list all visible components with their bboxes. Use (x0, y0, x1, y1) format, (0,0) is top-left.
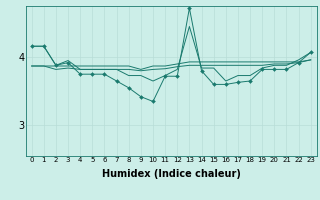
X-axis label: Humidex (Indice chaleur): Humidex (Indice chaleur) (102, 169, 241, 179)
